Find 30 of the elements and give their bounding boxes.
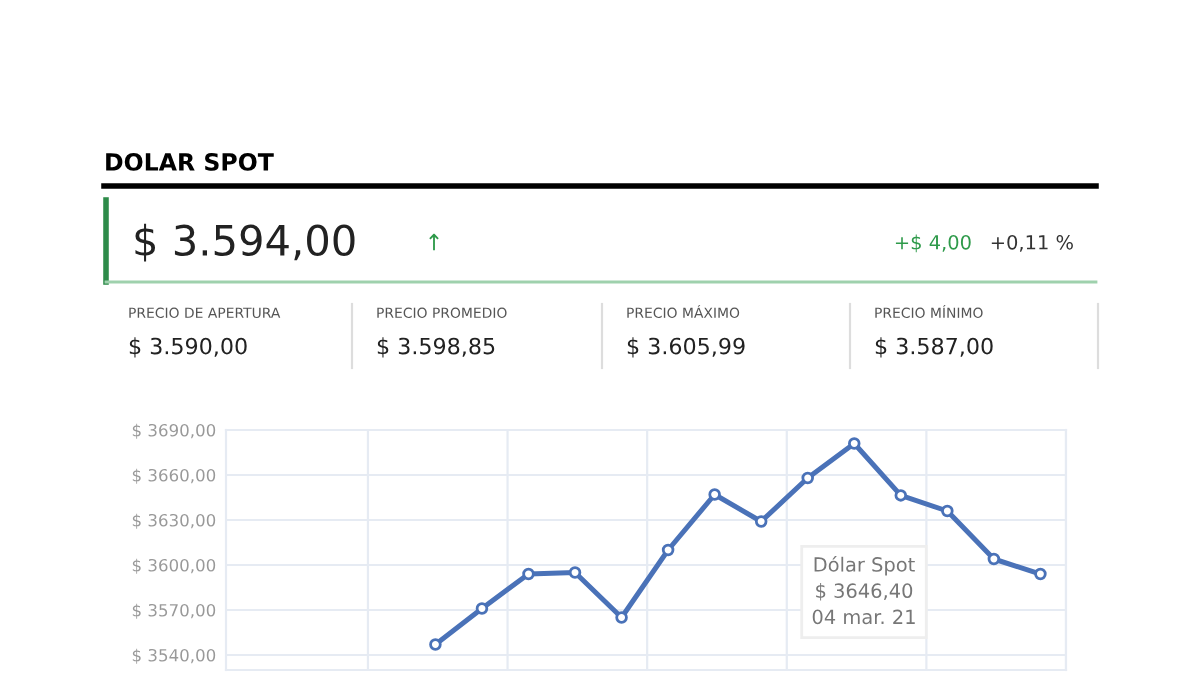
y-tick-label: $ 3690,00 bbox=[132, 423, 216, 439]
annotation: Dólar Spot $ 3646,40 04 mar. 21 bbox=[812, 556, 915, 625]
y-tick-label: $ 3570,00 bbox=[132, 603, 216, 619]
point bbox=[894, 489, 908, 502]
text: $ 3.598,85 bbox=[377, 337, 495, 358]
point bbox=[941, 504, 954, 518]
chart-title: DOLAR SPOT bbox=[106, 152, 274, 171]
text: $ 3.590,00 bbox=[129, 337, 247, 358]
point bbox=[754, 515, 768, 528]
point bbox=[661, 543, 675, 557]
point bbox=[1034, 567, 1047, 581]
point bbox=[568, 566, 582, 579]
text: +$ 4,00 bbox=[895, 234, 971, 253]
y-tick-label: $ 3660,00 bbox=[132, 468, 216, 484]
y-tick-label: $ 3600,00 bbox=[132, 558, 216, 574]
point bbox=[848, 437, 861, 450]
point bbox=[801, 471, 814, 485]
point bbox=[615, 611, 628, 624]
text: +0,11 % bbox=[991, 234, 1073, 252]
point bbox=[522, 567, 535, 581]
point bbox=[987, 552, 1001, 566]
point bbox=[429, 638, 442, 651]
text: $ 3.605,99 bbox=[627, 337, 745, 358]
point bbox=[708, 488, 721, 501]
point bbox=[475, 602, 489, 615]
text: $ 3.587,00 bbox=[875, 337, 993, 358]
text: $ 3.594,00 bbox=[135, 223, 355, 262]
y-tick-label: $ 3540,00 bbox=[132, 648, 216, 664]
text: ↑ bbox=[429, 233, 439, 251]
y-tick-label: $ 3630,00 bbox=[132, 513, 216, 529]
